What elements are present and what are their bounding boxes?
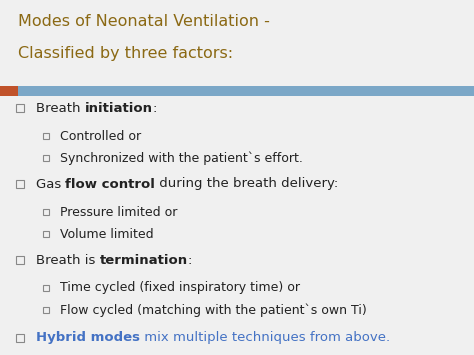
Text: flow control: flow control: [65, 178, 155, 191]
Bar: [43, 307, 49, 313]
Text: Hybrid modes: Hybrid modes: [36, 332, 140, 344]
Text: :: :: [153, 102, 157, 115]
Text: Controlled or: Controlled or: [60, 130, 141, 142]
Text: Gas: Gas: [36, 178, 65, 191]
Text: mix multiple techniques from above.: mix multiple techniques from above.: [140, 332, 390, 344]
Bar: [0, 86, 18, 96]
Text: during the breath delivery:: during the breath delivery:: [155, 178, 338, 191]
Text: Breath is: Breath is: [36, 253, 100, 267]
Text: Classified by three factors:: Classified by three factors:: [18, 46, 233, 61]
Text: :: :: [188, 253, 192, 267]
Text: termination: termination: [100, 253, 188, 267]
Text: Breath: Breath: [36, 102, 85, 115]
Bar: [43, 209, 49, 215]
Bar: [18, 86, 474, 96]
Bar: [16, 256, 24, 264]
Bar: [16, 180, 24, 188]
Text: Volume limited: Volume limited: [60, 228, 154, 240]
Text: Time cycled (fixed inspiratory time) or: Time cycled (fixed inspiratory time) or: [60, 282, 300, 295]
Bar: [43, 285, 49, 291]
Bar: [16, 104, 24, 112]
Text: initiation: initiation: [85, 102, 153, 115]
Text: Flow cycled (matching with the patient`s own Ti): Flow cycled (matching with the patient`s…: [60, 303, 367, 317]
Bar: [16, 334, 24, 342]
Bar: [43, 231, 49, 237]
Text: Synchronized with the patient`s effort.: Synchronized with the patient`s effort.: [60, 151, 303, 165]
Text: Pressure limited or: Pressure limited or: [60, 206, 177, 218]
Text: Modes of Neonatal Ventilation -: Modes of Neonatal Ventilation -: [18, 14, 270, 29]
Bar: [43, 155, 49, 161]
Bar: [43, 133, 49, 139]
